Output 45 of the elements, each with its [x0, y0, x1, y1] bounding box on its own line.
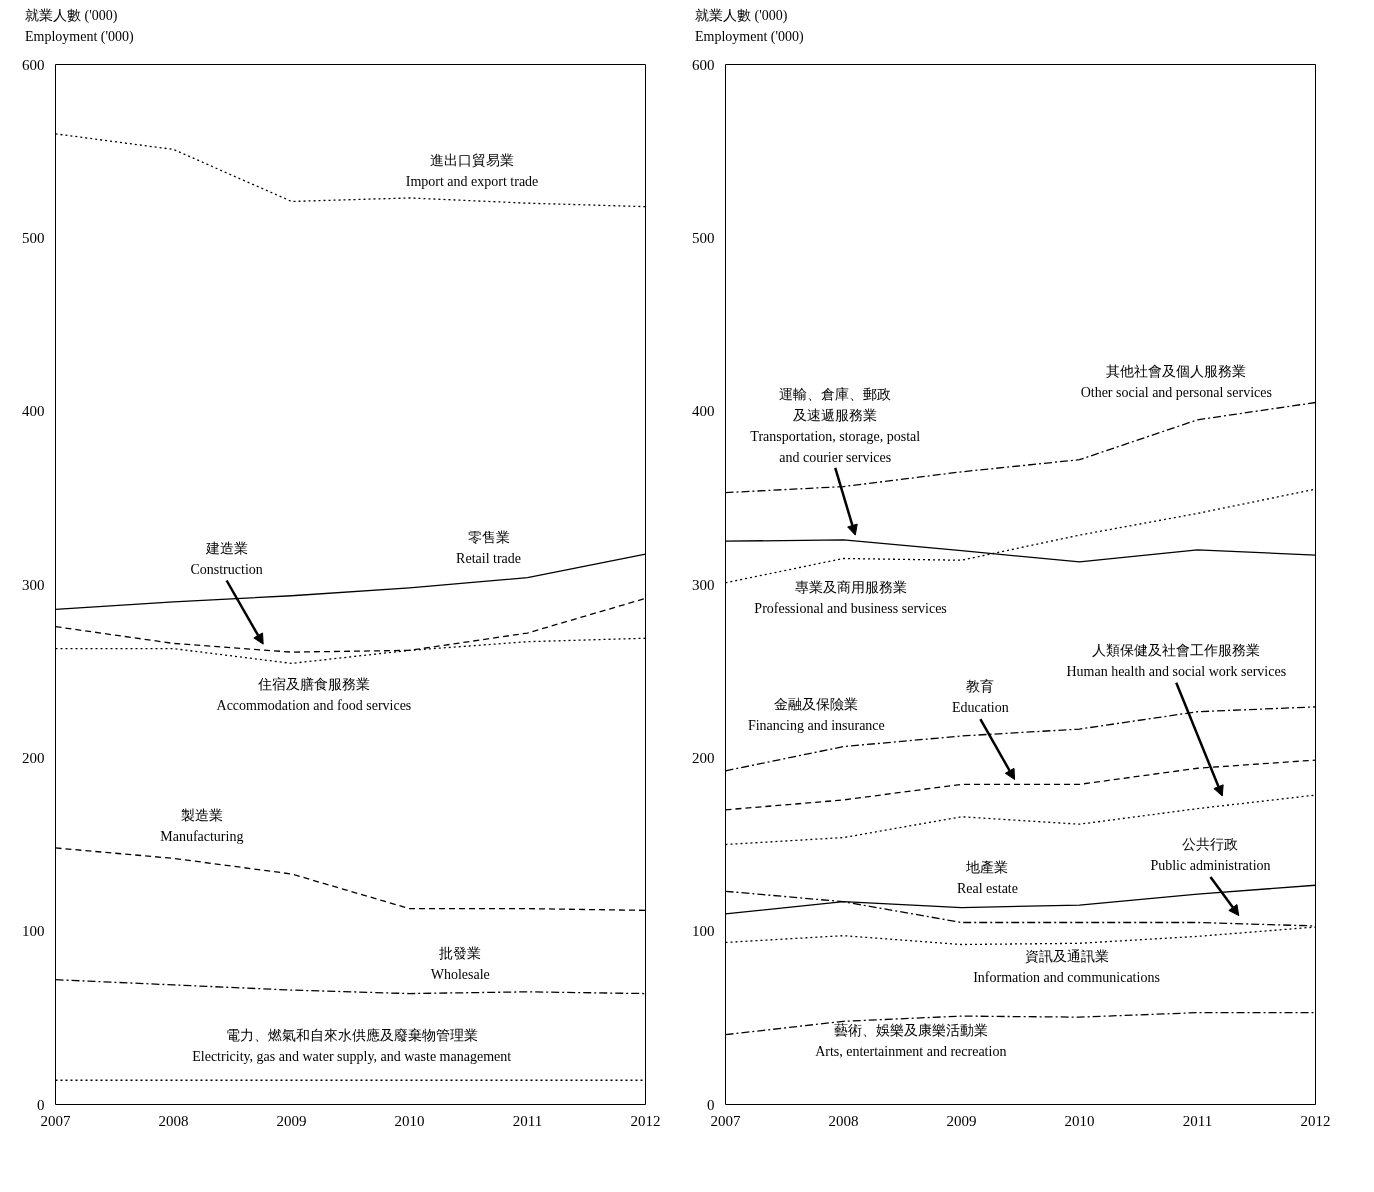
annotation: 批發業 Wholesale [430, 946, 490, 983]
x-tick-label: 2008 [828, 1112, 859, 1129]
y-tick-label: 100 [692, 923, 715, 940]
x-tick-label: 2008 [158, 1112, 189, 1129]
x-tick-label: 2010 [394, 1112, 425, 1129]
x-tick-label: 2010 [1064, 1112, 1095, 1129]
annotation: 住宿及膳食服務業 Accommodation and food services [216, 677, 412, 714]
annotation: 進出口貿易業 Import and export trade [405, 153, 539, 190]
y-tick-label: 400 [22, 403, 45, 420]
annotation: 建造業 Construction [190, 540, 263, 577]
annotation: 製造業 Manufacturing [160, 807, 244, 844]
x-tick-label: 2007 [40, 1112, 71, 1129]
annotation: 人類保健及社會工作服務業 Human health and social work services [1066, 642, 1287, 679]
annotation: 其他社會及個人服務業 Other social and personal services [1080, 363, 1272, 400]
y-tick-label: 300 [692, 576, 715, 593]
y-tick-label: 500 [692, 229, 715, 246]
annotation: 專業及商用服務業 Professional and business services [754, 580, 947, 617]
y-tick-label: 0 [37, 1096, 45, 1113]
x-tick-label: 2007 [710, 1112, 741, 1129]
y-tick-label: 600 [692, 56, 715, 73]
annotation: 金融及保險業 Financing and insurance [747, 696, 885, 733]
annotation: 電力、燃氣和自來水供應及廢棄物管理業 Electricity, gas and water supply, and waste management [192, 1028, 512, 1065]
y-tick-label: 100 [22, 923, 45, 940]
annotation: 資訊及通訊業 Information and communications [973, 948, 1160, 985]
y-axis-title: 就業人數 ('000) Employment ('000) [695, 7, 804, 46]
x-tick-label: 2012 [1300, 1112, 1331, 1129]
x-tick-label: 2009 [276, 1112, 307, 1129]
annotation: 藝術、娛樂及康樂活動業 Arts, entertainment and recreation [815, 1023, 1007, 1060]
x-tick-label: 2011 [512, 1112, 543, 1129]
annotation: 運輸、倉庫、郵政及速遞服務業 Transportation, storage, postal and courier services [750, 386, 921, 465]
y-tick-label: 500 [22, 229, 45, 246]
x-tick-label: 2009 [946, 1112, 977, 1129]
annotation: 地產業 Real estate [956, 860, 1018, 897]
y-tick-label: 400 [692, 403, 715, 420]
annotation: 公共行政 Public administration [1150, 836, 1271, 873]
annotation: 教育 Education [952, 678, 1009, 716]
y-tick-label: 600 [22, 56, 45, 73]
x-tick-label: 2012 [630, 1112, 661, 1129]
y-tick-label: 200 [22, 749, 45, 766]
y-tick-label: 200 [692, 749, 715, 766]
y-tick-label: 300 [22, 576, 45, 593]
x-tick-label: 2011 [1182, 1112, 1213, 1129]
y-axis-title: 就業人數 ('000) Employment ('000) [25, 7, 134, 46]
y-tick-label: 0 [707, 1096, 715, 1113]
annotation: 零售業 Retail trade [456, 530, 522, 567]
